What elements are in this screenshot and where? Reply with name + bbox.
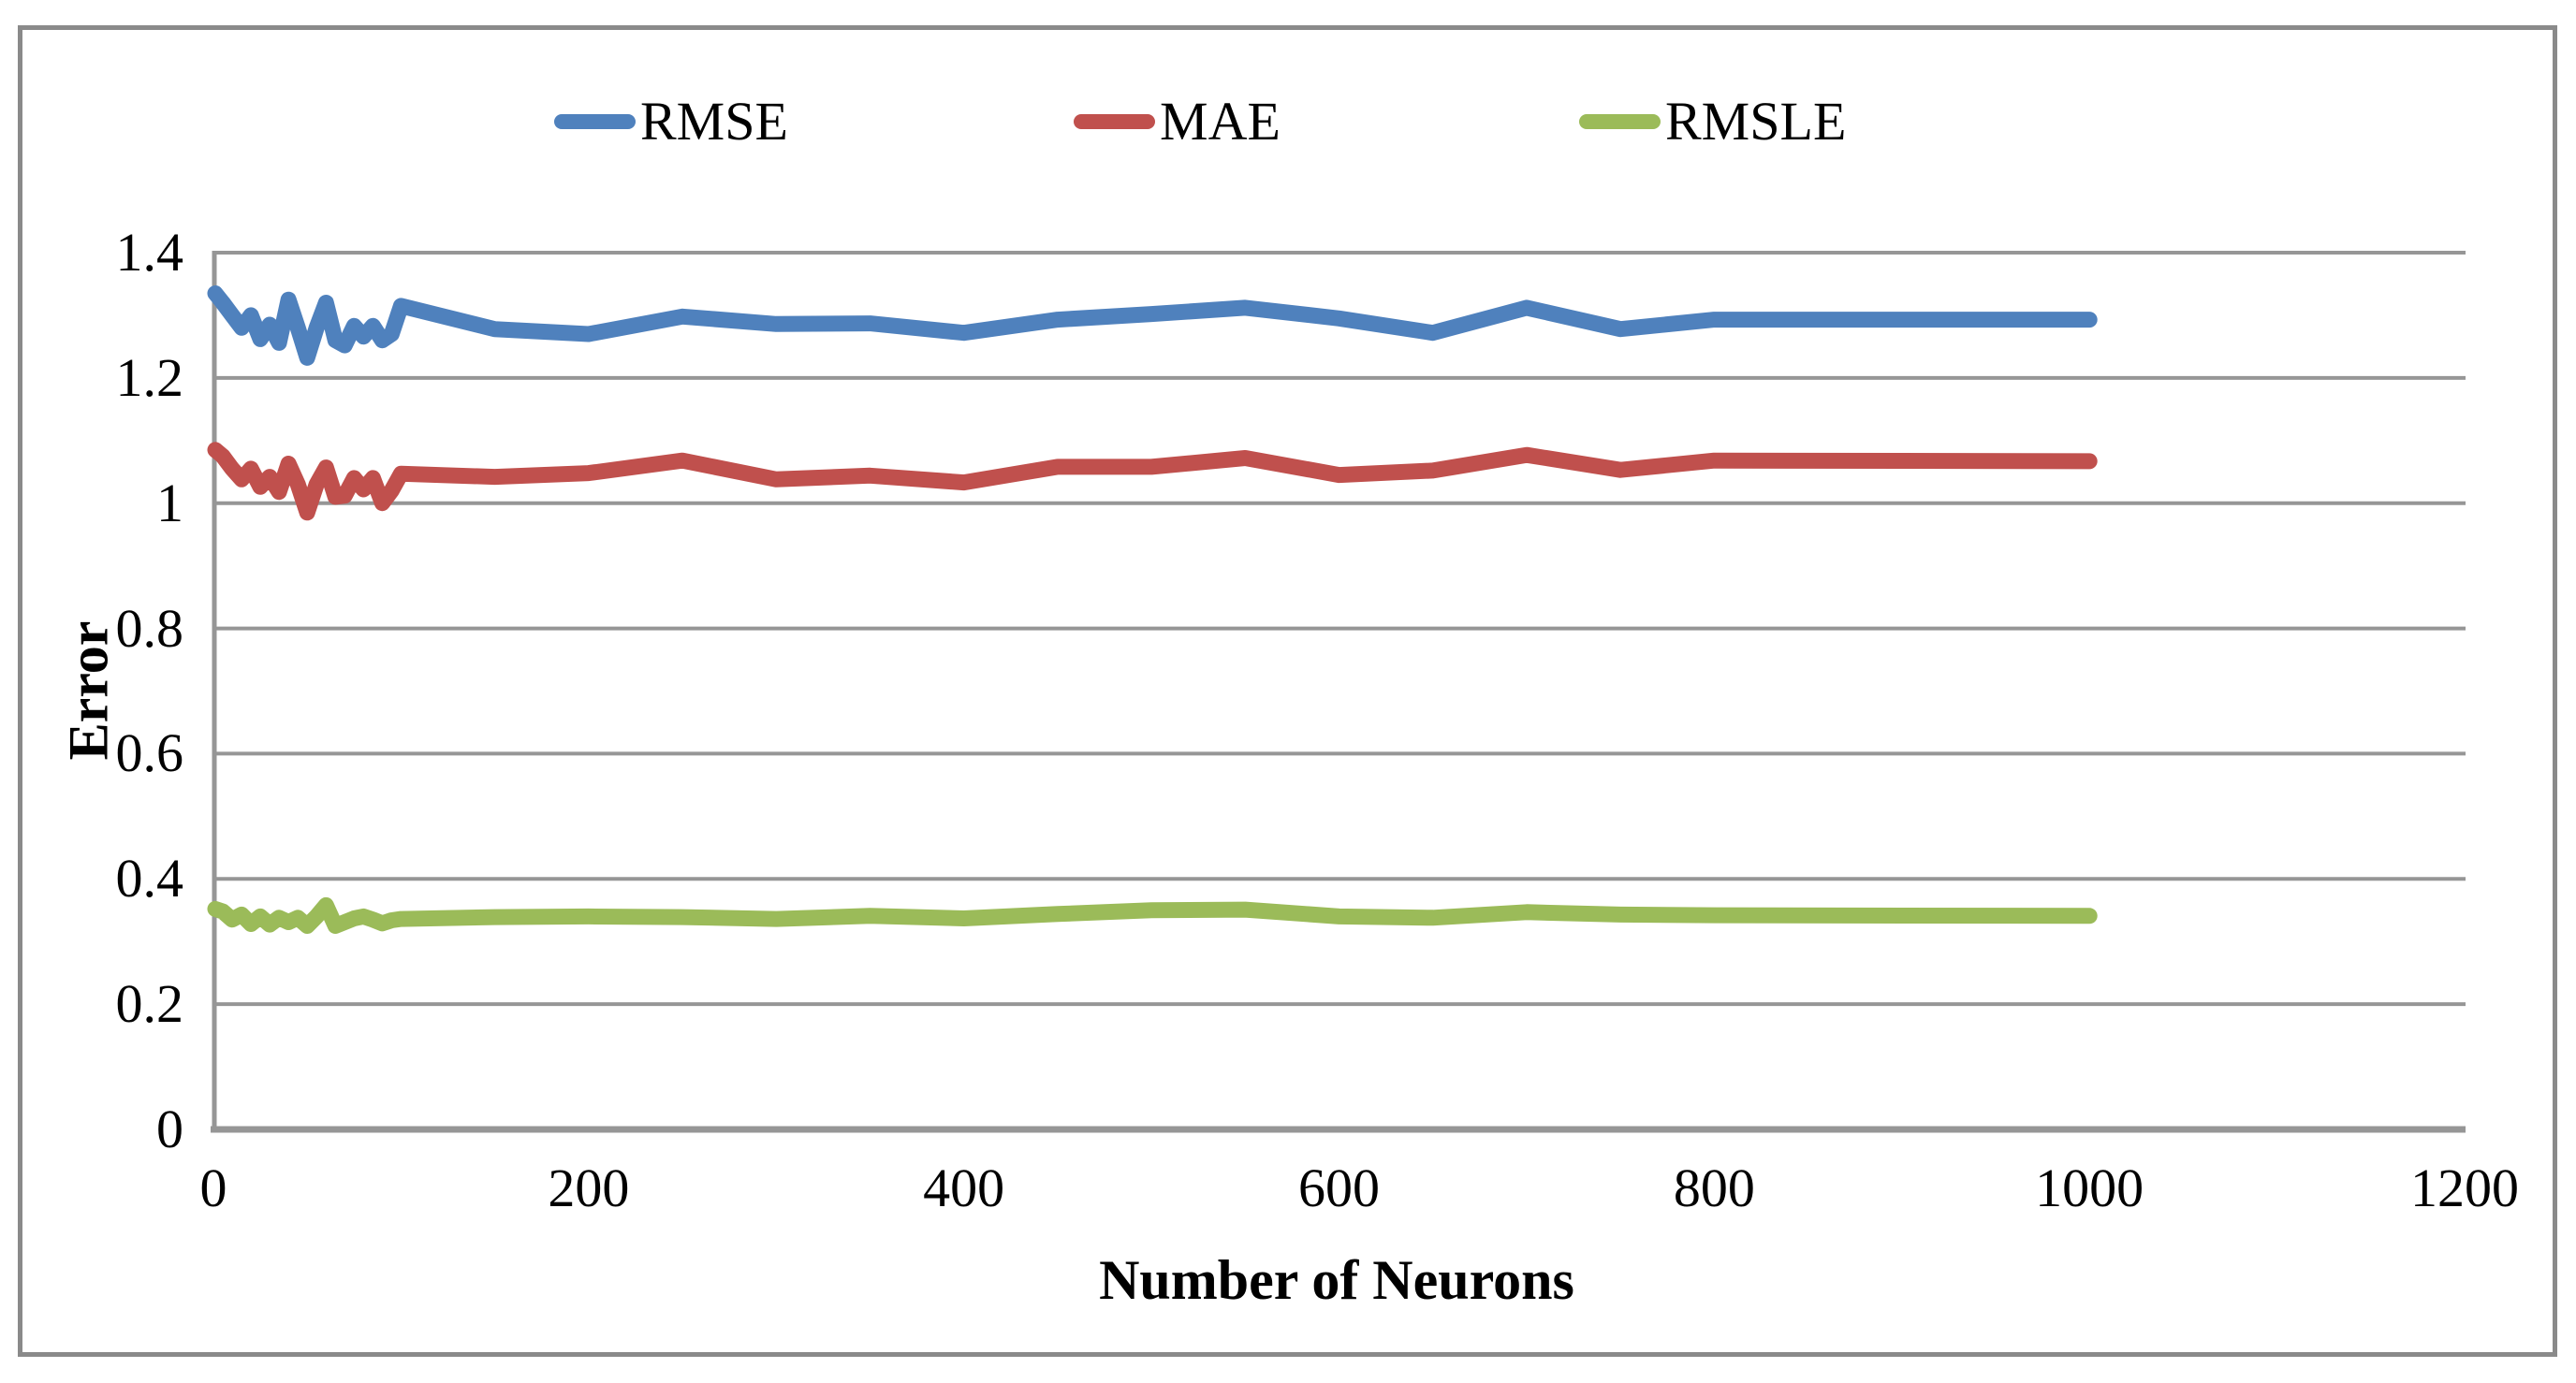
y-tick-label-0.8: 0.8 xyxy=(115,597,184,659)
y-tick-label-0: 0 xyxy=(156,1099,183,1159)
y-tick-label-0.4: 0.4 xyxy=(115,848,184,910)
y-tick-label-0.2: 0.2 xyxy=(115,973,184,1035)
series-lines xyxy=(207,285,2098,934)
x-tick-label-0: 0 xyxy=(199,1157,227,1218)
x-axis-title: Number of Neurons xyxy=(1099,1249,1574,1311)
legend: RMSE MAE RMSLE xyxy=(0,94,2576,150)
series-line-rmsle xyxy=(207,896,2098,934)
legend-swatch-mae xyxy=(1074,114,1155,129)
x-tick-label-200: 200 xyxy=(548,1157,630,1218)
y-tick-label-1.4: 1.4 xyxy=(115,222,184,283)
y-axis-title: Error xyxy=(57,620,120,761)
gridlines xyxy=(213,251,2466,1007)
y-tick-label-1.2: 1.2 xyxy=(115,346,184,408)
legend-item-rmsle: RMSLE xyxy=(1579,94,1846,150)
series-line-rmse xyxy=(207,285,2098,366)
y-tick-label-1: 1 xyxy=(156,472,183,533)
legend-label-mae: MAE xyxy=(1160,91,1281,152)
series-line-mae xyxy=(207,442,2098,521)
x-tick-label-400: 400 xyxy=(923,1157,1005,1218)
axes xyxy=(211,251,2466,1133)
y-tick-label-0.6: 0.6 xyxy=(115,722,184,784)
legend-label-rmsle: RMSLE xyxy=(1665,91,1847,152)
legend-item-rmse: RMSE xyxy=(554,94,788,150)
legend-swatch-rmse xyxy=(554,114,636,129)
x-tick-label-1200: 1200 xyxy=(2410,1157,2519,1218)
legend-swatch-rmsle xyxy=(1579,114,1661,129)
chart-border-frame xyxy=(18,25,2557,1357)
x-tick-label-800: 800 xyxy=(1673,1157,1755,1218)
legend-label-rmse: RMSE xyxy=(640,91,788,152)
x-tick-label-600: 600 xyxy=(1298,1157,1380,1218)
legend-item-mae: MAE xyxy=(1074,94,1281,150)
x-tick-label-1000: 1000 xyxy=(2035,1157,2144,1218)
